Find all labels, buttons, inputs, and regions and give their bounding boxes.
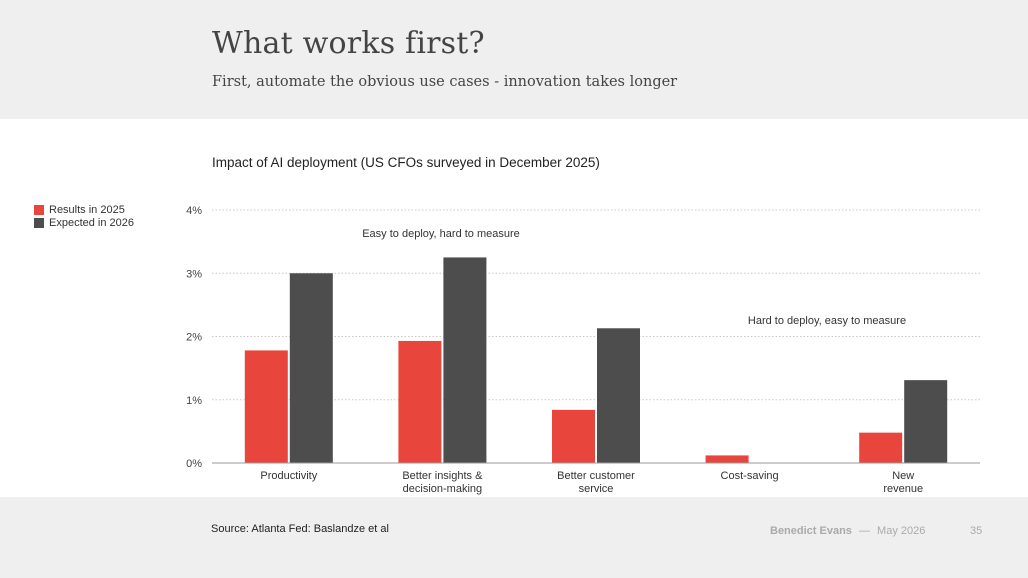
bar (398, 340, 442, 463)
chart-title: Impact of AI deployment (US CFOs surveye… (212, 155, 600, 170)
legend-item-expected-2026: Expected in 2026 (34, 216, 134, 229)
x-tick-label: Better insights & decision-making (402, 470, 483, 495)
y-tick-label: 4% (186, 205, 202, 217)
legend-label-expected-2026: Expected in 2026 (49, 216, 135, 229)
legend-swatch-results-2025 (34, 204, 44, 215)
x-tick-label: Better customer service (557, 470, 635, 495)
y-tick-label: 3% (186, 268, 202, 280)
page-number: 35 (970, 525, 983, 537)
header-band (0, 0, 1028, 119)
legend-item-results-2025: Results in 2025 (34, 203, 134, 216)
bar (859, 432, 903, 463)
x-tick-label: Cost-saving (721, 470, 779, 482)
footer-separator: — (858, 525, 870, 537)
bar (705, 455, 749, 463)
y-tick-label: 2% (186, 332, 202, 344)
footer-credit: Benedict Evans — May 2026 (770, 525, 925, 537)
footer-date: May 2026 (877, 525, 926, 537)
author-name: Benedict Evans (770, 525, 852, 537)
bar (289, 273, 333, 463)
slide-subtitle: First, automate the obvious use cases - … (212, 74, 678, 90)
x-tick-label: New revenue (883, 470, 923, 495)
x-tick-label: Productivity (260, 470, 317, 482)
chart-annotation: Hard to deploy, easy to measure (748, 315, 906, 327)
bar (244, 350, 288, 463)
legend-swatch-expected-2026 (34, 217, 44, 228)
chart-annotation: Easy to deploy, hard to measure (362, 228, 520, 240)
slide-title: What works first? (212, 26, 485, 61)
bar (443, 257, 487, 463)
bar (597, 328, 640, 463)
bar (904, 380, 948, 463)
y-tick-label: 0% (186, 458, 202, 470)
legend-label-results-2025: Results in 2025 (49, 203, 125, 216)
y-tick-label: 1% (186, 395, 202, 407)
bar-chart: 0% 1% 2% 3% 4% Productivity Better insights & d… (186, 205, 980, 495)
bar (552, 409, 595, 463)
chart-legend: Results in 2025 Expected in 2026 (34, 203, 134, 229)
footer-band (0, 497, 1028, 578)
source-note: Source: Atlanta Fed: Baslandze et al (211, 523, 389, 535)
